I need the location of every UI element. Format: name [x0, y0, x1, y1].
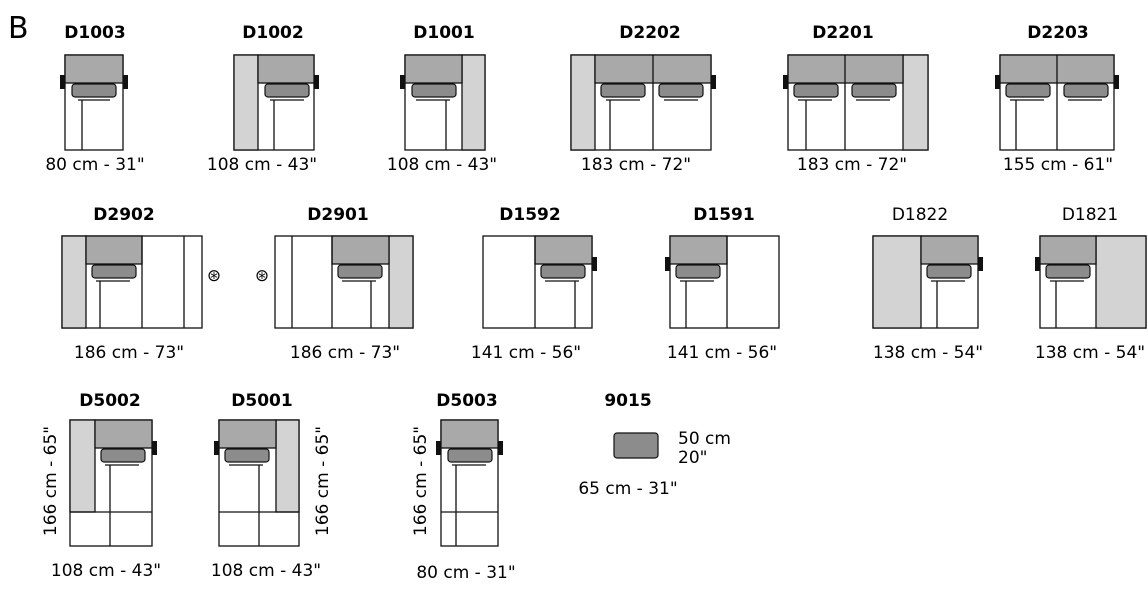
module-d1002: D1002 108 cm - 43" [207, 23, 319, 175]
module-depth: 166 cm - 65" [411, 426, 431, 536]
module-width: 108 cm - 43" [51, 561, 161, 581]
module-code: D1003 [64, 23, 125, 43]
module-drawing [214, 419, 300, 547]
module-d2201: D2201 183 cm - 72" [783, 23, 929, 175]
module-d1003: D1003 80 cm - 31" [45, 23, 144, 175]
module-code: D1821 [1062, 205, 1118, 225]
module-code: D2202 [619, 23, 680, 43]
module-d2902: D2902 186 cm - 73" [61, 205, 203, 363]
module-drawing [570, 54, 716, 151]
module-d1591: D1591 141 cm - 56" [665, 205, 780, 363]
module-width: 108 cm - 43" [207, 155, 317, 175]
module-d5003: D5003 166 cm - 65" 80 cm - 31" [411, 391, 516, 583]
module-drawing [69, 419, 157, 547]
module-depth: 166 cm - 65" [41, 426, 61, 536]
section-letter: B [8, 11, 29, 46]
connector-icon: ⊛ [207, 266, 221, 286]
module-width: 155 cm - 61" [1003, 155, 1113, 175]
pouf-9015: 9015 50 cm 20" 65 cm - 31" [578, 391, 731, 499]
module-d2202: D2202 183 cm - 72" [570, 23, 716, 175]
module-d1822: D1822 138 cm - 54" [872, 205, 983, 363]
module-d5001: D5001 166 cm - 65" 108 cm - 43" [211, 391, 333, 581]
module-drawing [872, 235, 983, 329]
module-width: 186 cm - 73" [74, 343, 184, 363]
module-width: 141 cm - 56" [667, 343, 777, 363]
module-d1592: D1592 141 cm - 56" [471, 205, 597, 363]
pouf-drawing [613, 432, 659, 459]
module-code: D1822 [892, 205, 948, 225]
module-code: D2901 [307, 205, 368, 225]
module-drawing [995, 54, 1119, 151]
module-code: D2902 [93, 205, 154, 225]
pouf-depth-cm: 50 cm [678, 429, 731, 449]
module-width: 183 cm - 72" [797, 155, 907, 175]
module-width: 138 cm - 54" [873, 343, 983, 363]
module-d1001: D1001 108 cm - 43" [387, 23, 497, 175]
pouf-code: 9015 [604, 391, 651, 411]
module-code: D1001 [413, 23, 474, 43]
module-code: D2203 [1027, 23, 1088, 43]
module-width: 141 cm - 56" [471, 343, 581, 363]
module-width: 80 cm - 31" [416, 563, 515, 583]
module-drawing [1035, 235, 1147, 329]
module-width: 108 cm - 43" [211, 561, 321, 581]
module-code: D1002 [242, 23, 303, 43]
module-d2901: D2901 186 cm - 73" [274, 205, 414, 363]
pouf-depth-in: 20" [678, 448, 707, 468]
module-code: D1591 [693, 205, 754, 225]
module-code: D5003 [436, 391, 497, 411]
module-drawing [482, 235, 597, 329]
module-drawing [233, 54, 319, 151]
module-depth: 166 cm - 65" [313, 426, 333, 536]
module-drawing [274, 235, 414, 329]
module-width: 80 cm - 31" [45, 155, 144, 175]
module-width: 186 cm - 73" [290, 343, 400, 363]
connector-icon: ⊛ [255, 266, 269, 286]
module-d5002: D5002 166 cm - 65" 108 cm - 43" [41, 391, 161, 581]
module-drawing [783, 54, 929, 151]
pouf-width: 65 cm - 31" [578, 479, 677, 499]
module-drawing [436, 419, 503, 547]
module-drawing [665, 235, 780, 329]
module-width: 138 cm - 54" [1035, 343, 1145, 363]
module-code: D2201 [812, 23, 873, 43]
module-drawing [61, 235, 203, 329]
module-drawing [60, 54, 128, 151]
module-drawing [400, 54, 486, 151]
module-code: D1592 [499, 205, 560, 225]
module-code: D5002 [79, 391, 140, 411]
module-d2203: D2203 155 cm - 61" [995, 23, 1119, 175]
module-code: D5001 [231, 391, 292, 411]
module-d1821: D1821 138 cm - 54" [1035, 205, 1147, 363]
module-width: 108 cm - 43" [387, 155, 497, 175]
module-width: 183 cm - 72" [581, 155, 691, 175]
